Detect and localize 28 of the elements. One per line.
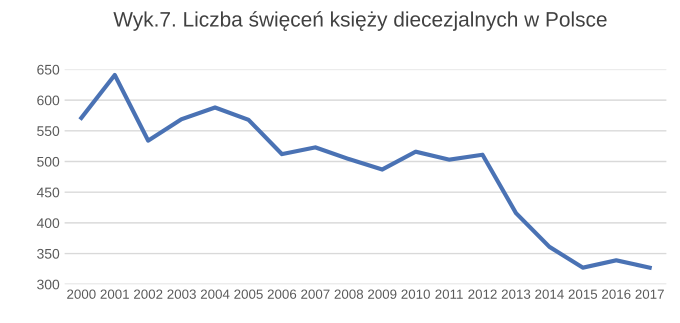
x-tick-label: 2013: [502, 289, 530, 299]
x-tick-label: 2003: [167, 289, 196, 299]
chart-title: Wyk.7. Liczba święceń księży diecezjalnych w Polsce: [113, 11, 607, 31]
x-tick-label: 2017: [636, 289, 664, 299]
y-tick-label: 300: [37, 280, 60, 290]
x-tick-label: 2010: [401, 289, 430, 299]
x-tick-label: 2006: [268, 289, 296, 299]
x-tick-label: 2001: [100, 289, 129, 299]
y-tick-label: 450: [36, 188, 60, 198]
line-series: [79, 72, 652, 270]
x-tick-label: 2002: [134, 289, 162, 299]
x-tick-label: 2008: [334, 289, 364, 299]
x-tick-label: 2016: [602, 289, 630, 299]
x-tick-label: 2000: [67, 289, 96, 299]
y-tick-label: 650: [37, 64, 60, 75]
x-tick-label: 2014: [535, 289, 564, 299]
y-tick-label: 350: [37, 248, 60, 259]
x-tick-label: 2005: [234, 289, 263, 299]
x-tick-label: 2009: [368, 289, 396, 299]
x-tick-label: 2011: [435, 289, 463, 299]
x-tick-label: 2012: [468, 289, 497, 299]
y-tick-label: 500: [37, 156, 60, 167]
y-tick-label: 600: [37, 95, 60, 106]
x-tick-label: 2015: [568, 289, 598, 299]
x-tick-label: 2007: [301, 289, 330, 299]
x-tick-label: 2004: [200, 289, 230, 299]
y-tick-label: 550: [37, 126, 60, 136]
y-tick-label: 400: [36, 218, 60, 228]
